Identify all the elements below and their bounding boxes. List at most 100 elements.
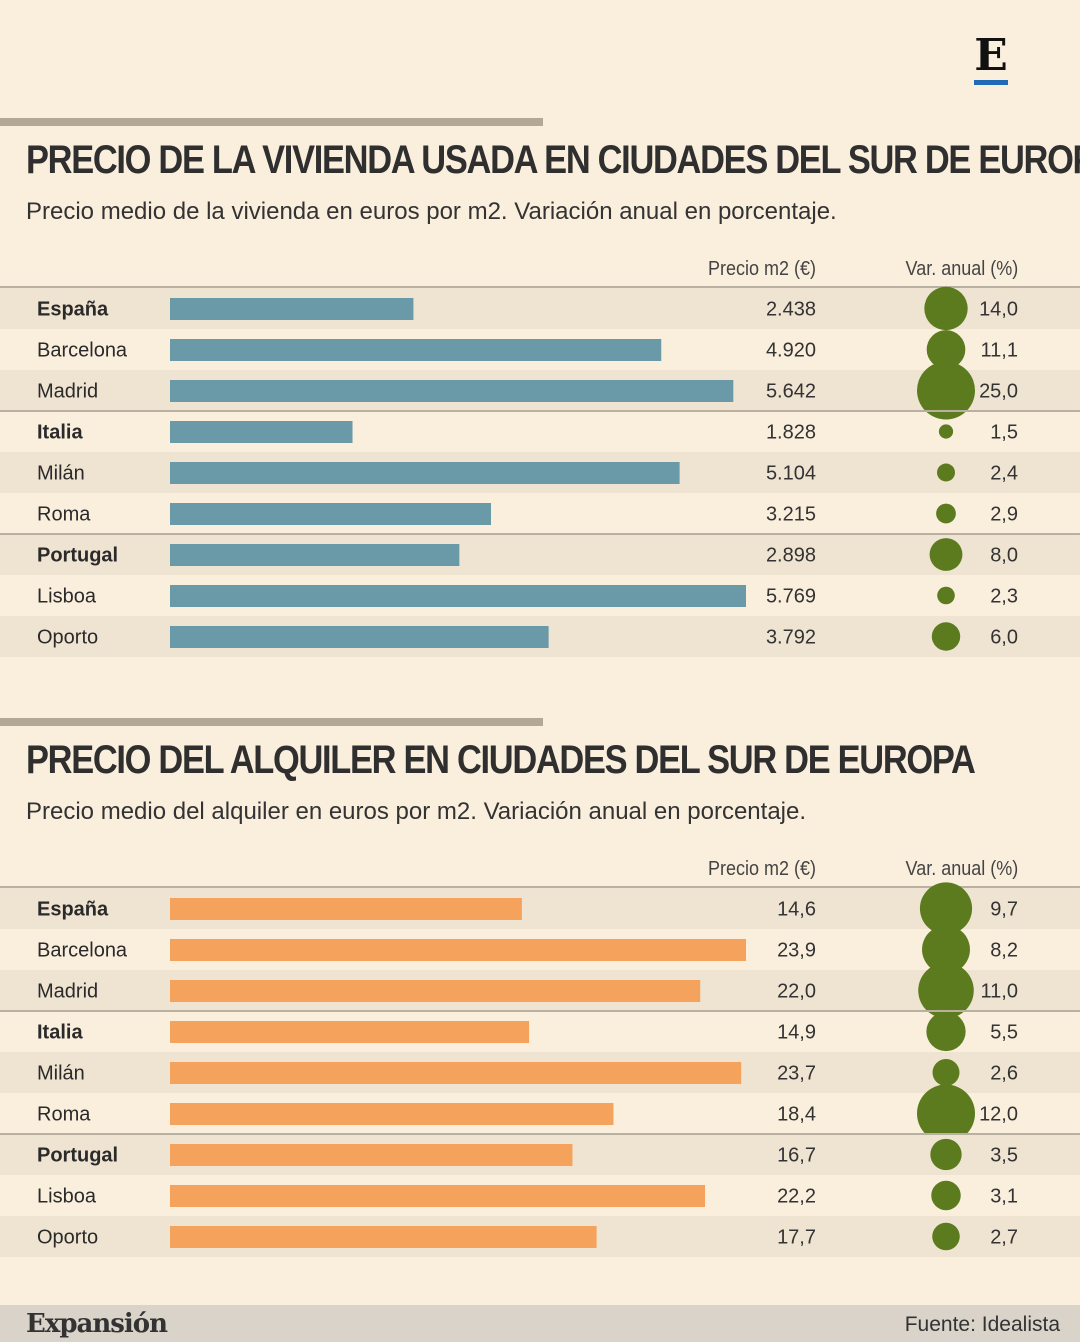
price-bar bbox=[170, 544, 460, 566]
variation-value-label: 2,4 bbox=[990, 463, 1018, 485]
variation-value-label: 14,0 bbox=[979, 299, 1018, 321]
price-value-label: 4.920 bbox=[766, 340, 816, 362]
price-bar bbox=[170, 421, 353, 443]
variation-value-label: 1,5 bbox=[990, 422, 1018, 444]
section-rule bbox=[0, 718, 543, 726]
price-value-label: 1.828 bbox=[766, 422, 816, 444]
variation-value-label: 3,5 bbox=[990, 1145, 1018, 1167]
variation-bubble bbox=[930, 1138, 962, 1171]
category-label: Lisboa bbox=[37, 586, 97, 608]
variation-bubble bbox=[937, 586, 955, 605]
price-column-header: Precio m2 (€) bbox=[707, 258, 816, 280]
group-divider bbox=[0, 410, 1080, 412]
sale-price-chart: España 2.438 14,0 Barcelona 4.920 11,1 Madrid 5… bbox=[0, 286, 1080, 657]
price-value-label: 2.438 bbox=[766, 299, 816, 321]
category-label: Lisboa bbox=[37, 1186, 97, 1208]
category-label: España bbox=[37, 299, 109, 321]
price-value-label: 18,4 bbox=[777, 1104, 816, 1126]
price-bar bbox=[170, 626, 549, 648]
section-rule bbox=[0, 118, 543, 126]
price-bar bbox=[170, 1144, 573, 1166]
header-rule bbox=[0, 886, 1080, 888]
variation-bubble bbox=[926, 1011, 966, 1052]
variation-value-label: 6,0 bbox=[990, 627, 1018, 649]
variation-value-label: 2,3 bbox=[990, 586, 1018, 608]
newspaper-logo: E bbox=[974, 30, 1008, 81]
variation-bubble bbox=[938, 424, 954, 439]
variation-bubble bbox=[931, 1180, 961, 1211]
price-bar bbox=[170, 898, 522, 920]
variation-value-label: 3,1 bbox=[990, 1186, 1018, 1208]
price-value-label: 5.769 bbox=[766, 586, 816, 608]
variation-bubble bbox=[917, 361, 975, 420]
variation-value-label: 8,0 bbox=[990, 545, 1018, 567]
category-label: Italia bbox=[37, 422, 83, 444]
variation-bubble bbox=[924, 286, 968, 331]
price-bar bbox=[170, 380, 734, 402]
price-value-label: 17,7 bbox=[777, 1227, 816, 1249]
price-value-label: 5.104 bbox=[766, 463, 816, 485]
rent-price-section: PRECIO DEL ALQUILER EN CIUDADES DEL SUR … bbox=[0, 718, 1080, 1278]
row-band bbox=[0, 288, 1080, 329]
price-bar bbox=[170, 1185, 706, 1207]
variation-bubble bbox=[926, 330, 966, 369]
variation-value-label: 12,0 bbox=[979, 1104, 1018, 1126]
category-label: Oporto bbox=[37, 1227, 98, 1249]
row-band bbox=[0, 888, 1080, 929]
price-value-label: 23,7 bbox=[777, 1063, 816, 1085]
price-bar bbox=[170, 1103, 614, 1125]
category-label: España bbox=[37, 899, 109, 921]
price-bar bbox=[170, 298, 414, 320]
chart-subtitle: Precio medio del alquiler en euros por m… bbox=[26, 798, 807, 825]
variation-bubble bbox=[929, 538, 963, 571]
category-label: Barcelona bbox=[37, 940, 128, 962]
variation-bubble bbox=[932, 1059, 960, 1086]
chart-title: PRECIO DE LA VIVIENDA USADA EN CIUDADES … bbox=[26, 138, 1080, 182]
variation-value-label: 2,6 bbox=[990, 1063, 1018, 1085]
category-label: Milán bbox=[37, 463, 85, 485]
category-label: Madrid bbox=[37, 381, 98, 403]
price-bar bbox=[170, 1021, 530, 1043]
sale-price-section: PRECIO DE LA VIVIENDA USADA EN CIUDADES … bbox=[0, 118, 1080, 678]
logo-underline bbox=[974, 80, 1008, 85]
chart-subtitle: Precio medio de la vivienda en euros por… bbox=[26, 198, 837, 225]
price-bar bbox=[170, 462, 680, 484]
variation-value-label: 11,1 bbox=[981, 340, 1018, 362]
brand-logo: Expansión bbox=[26, 1309, 168, 1339]
variation-value-label: 8,2 bbox=[990, 940, 1018, 962]
variation-bubble bbox=[931, 622, 961, 651]
category-label: Roma bbox=[37, 1104, 91, 1126]
category-label: Portugal bbox=[37, 1145, 118, 1167]
group-divider bbox=[0, 1010, 1080, 1012]
price-value-label: 2.898 bbox=[766, 545, 816, 567]
var-column-header: Var. anual (%) bbox=[905, 258, 1018, 280]
price-bar bbox=[170, 1062, 742, 1084]
price-value-label: 22,0 bbox=[777, 981, 816, 1003]
variation-bubble bbox=[937, 463, 955, 482]
price-column-header: Precio m2 (€) bbox=[707, 858, 816, 880]
price-bar bbox=[170, 339, 662, 361]
group-divider bbox=[0, 1133, 1080, 1135]
price-value-label: 16,7 bbox=[777, 1145, 816, 1167]
price-value-label: 14,9 bbox=[777, 1022, 816, 1044]
price-bar bbox=[170, 980, 701, 1002]
price-value-label: 14,6 bbox=[777, 899, 816, 921]
category-label: Madrid bbox=[37, 981, 98, 1003]
price-value-label: 3.215 bbox=[766, 504, 816, 526]
variation-bubble bbox=[936, 503, 956, 524]
price-value-label: 3.792 bbox=[766, 627, 816, 649]
variation-bubble bbox=[918, 962, 974, 1019]
chart-title: PRECIO DEL ALQUILER EN CIUDADES DEL SUR … bbox=[26, 738, 976, 782]
price-value-label: 5.642 bbox=[766, 381, 816, 403]
source-note: Fuente: Idealista bbox=[904, 1313, 1060, 1336]
variation-value-label: 2,7 bbox=[990, 1227, 1018, 1249]
category-label: Barcelona bbox=[37, 340, 128, 362]
rent-price-chart: España 14,6 9,7 Barcelona 23,9 8,2 Madrid 22,0 1… bbox=[0, 882, 1080, 1257]
variation-value-label: 9,7 bbox=[990, 899, 1018, 921]
row-band bbox=[0, 534, 1080, 575]
price-bar bbox=[170, 585, 746, 607]
category-label: Roma bbox=[37, 504, 91, 526]
price-value-label: 22,2 bbox=[777, 1186, 816, 1208]
category-label: Portugal bbox=[37, 545, 118, 567]
category-label: Oporto bbox=[37, 627, 98, 649]
